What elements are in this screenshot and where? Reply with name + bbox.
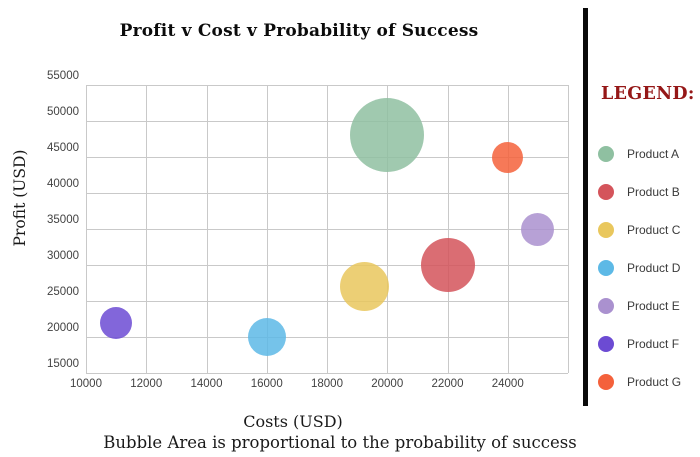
y-axis-title: Profit (USD) <box>11 149 29 247</box>
legend-item-product-e: Product E <box>598 297 680 315</box>
x-tick-label-16000: 16000 <box>250 378 283 390</box>
y-tick-label-15000: 15000 <box>47 358 79 370</box>
legend-label: Product B <box>627 184 680 199</box>
bubble-product-f <box>100 306 133 339</box>
gridline-x-24000 <box>507 85 509 373</box>
gridline-x-22000 <box>447 85 449 373</box>
legend-label: Product G <box>627 374 682 389</box>
legend-item-product-a: Product A <box>598 145 679 163</box>
gridline-x-10000 <box>86 85 87 373</box>
gridline-x-18000 <box>327 85 328 373</box>
divider-bar <box>583 8 588 406</box>
legend-dot-product-d <box>598 259 614 276</box>
legend-dot-product-b <box>598 183 614 200</box>
y-tick-label-55000: 55000 <box>47 70 79 82</box>
legend-item-product-b: Product B <box>598 183 680 201</box>
gridline-x-26000 <box>568 85 569 373</box>
bubble-product-g <box>492 141 524 173</box>
legend-label: Product D <box>627 260 681 275</box>
y-tick-label-30000: 30000 <box>47 250 79 262</box>
gridline-x-12000 <box>146 85 148 373</box>
legend-label: Product F <box>627 336 680 351</box>
chart-title: Profit v Cost v Probability of Success <box>119 21 479 41</box>
legend-title: LEGEND: <box>601 84 695 104</box>
x-tick-label-22000: 22000 <box>431 378 464 390</box>
legend-item-product-f: Product F <box>598 335 679 353</box>
y-tick-label-40000: 40000 <box>47 178 79 190</box>
x-axis-title: Costs (USD) <box>243 412 343 431</box>
legend-dot-product-g <box>598 373 614 390</box>
y-tick-label-45000: 45000 <box>47 142 79 154</box>
legend-label: Product A <box>627 146 680 161</box>
x-tick-label-24000: 24000 <box>491 378 524 390</box>
gridline-x-16000 <box>266 85 268 373</box>
legend-item-product-d: Product D <box>598 259 680 277</box>
legend-dot-product-c <box>598 221 614 238</box>
x-tick-label-14000: 14000 <box>190 378 223 390</box>
x-tick-label-12000: 12000 <box>130 378 163 390</box>
bubble-product-d <box>247 318 286 356</box>
legend-dot-product-e <box>598 297 614 314</box>
gridline-y-15000 <box>86 373 568 374</box>
bubble-product-b <box>420 238 475 292</box>
legend-label: Product E <box>627 298 680 313</box>
y-tick-label-35000: 35000 <box>47 214 79 226</box>
gridline-x-20000 <box>387 85 389 373</box>
y-tick-label-50000: 50000 <box>47 106 79 118</box>
legend-label: Product C <box>627 222 681 237</box>
y-tick-label-20000: 20000 <box>47 322 79 334</box>
x-tick-label-20000: 20000 <box>371 378 404 390</box>
x-tick-label-18000: 18000 <box>311 378 343 390</box>
legend-item-product-g: Product G <box>598 373 681 391</box>
bubble-product-c <box>340 262 390 312</box>
gridline-x-14000 <box>206 85 208 373</box>
legend-item-product-c: Product C <box>598 221 680 239</box>
bubble-product-e <box>521 212 555 246</box>
x-tick-label-10000: 10000 <box>70 378 102 390</box>
legend-dot-product-a <box>598 145 614 162</box>
caption: Bubble Area is proportional to the proba… <box>103 433 577 452</box>
y-tick-label-25000: 25000 <box>47 286 79 298</box>
legend-dot-product-f <box>598 335 614 352</box>
bubble-product-a <box>350 98 425 173</box>
